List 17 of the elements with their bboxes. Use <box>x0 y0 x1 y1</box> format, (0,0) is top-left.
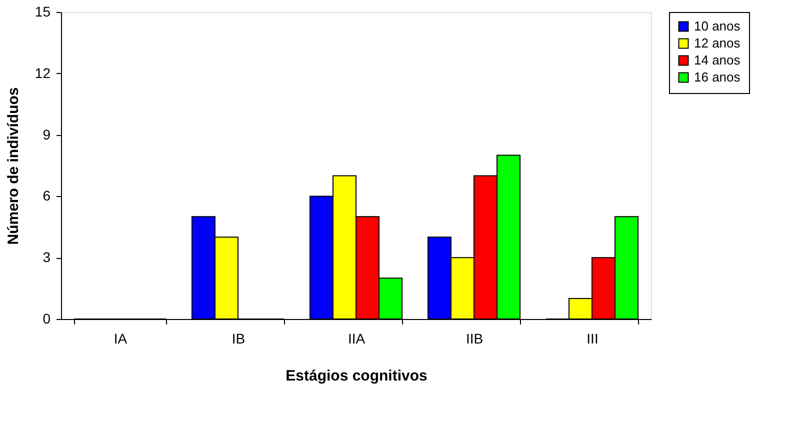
x-axis-title: Estágios cognitivos <box>286 368 428 384</box>
y-tick-label: 3 <box>42 249 51 266</box>
x-tick-label: IIB <box>466 330 484 346</box>
y-tick-label: 15 <box>34 4 51 20</box>
legend-label: 12 anos <box>694 36 741 50</box>
y-tick-label: 0 <box>42 310 51 326</box>
legend-label: 10 anos <box>694 18 741 34</box>
y-tick-label: 12 <box>34 64 51 81</box>
legend-label: 14 anos <box>694 52 741 68</box>
x-tick-label: IIA <box>348 330 366 346</box>
x-tick-label: IA <box>114 330 128 346</box>
legend-label: 16 anos <box>694 70 741 84</box>
x-tick-label: III <box>586 330 598 346</box>
y-tick-label: 9 <box>42 126 51 142</box>
y-axis-title: Número de indivíduos <box>4 87 22 245</box>
y-tick-label: 6 <box>42 188 51 204</box>
x-tick-label: IB <box>232 330 246 346</box>
